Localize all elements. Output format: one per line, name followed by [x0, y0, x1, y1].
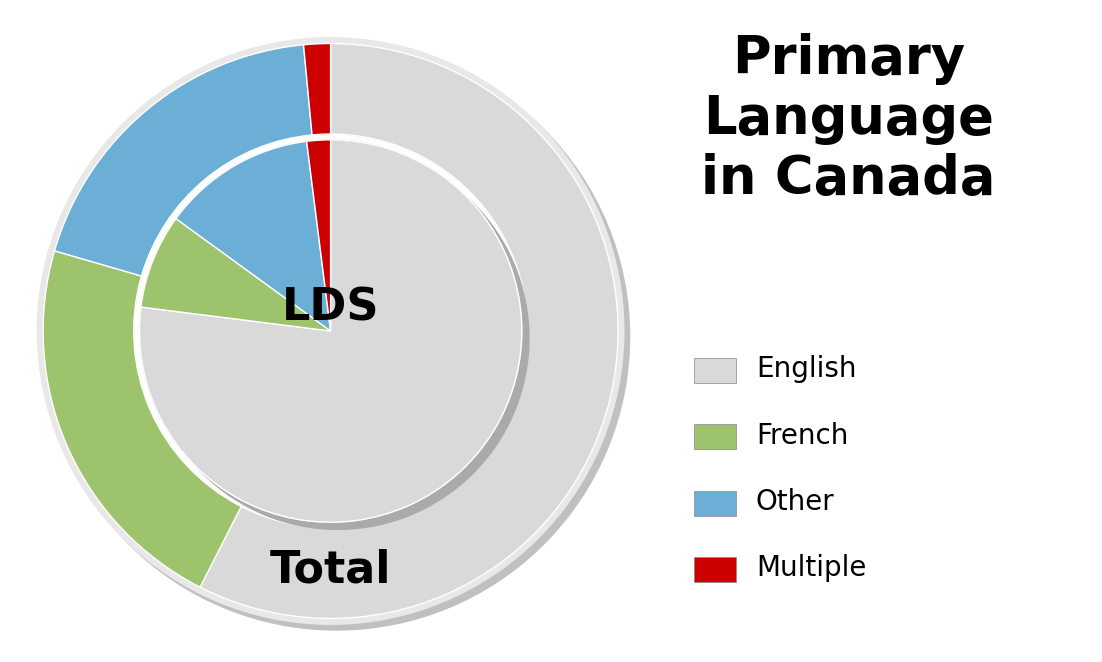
Circle shape	[147, 147, 529, 530]
Text: Primary
Language
in Canada: Primary Language in Canada	[701, 33, 996, 205]
Wedge shape	[201, 44, 618, 618]
Text: French: French	[756, 422, 849, 449]
Text: LDS: LDS	[282, 287, 379, 330]
Wedge shape	[303, 44, 331, 135]
Text: Other: Other	[756, 488, 834, 516]
Text: Multiple: Multiple	[756, 554, 866, 582]
Circle shape	[43, 44, 629, 630]
Text: English: English	[756, 355, 856, 383]
Wedge shape	[306, 140, 331, 331]
Circle shape	[140, 140, 521, 522]
Wedge shape	[43, 251, 241, 587]
Wedge shape	[176, 141, 331, 331]
Circle shape	[37, 38, 624, 624]
Wedge shape	[140, 140, 521, 522]
Text: Total: Total	[270, 548, 391, 591]
Circle shape	[136, 136, 526, 526]
Wedge shape	[54, 45, 312, 276]
Wedge shape	[141, 218, 331, 331]
